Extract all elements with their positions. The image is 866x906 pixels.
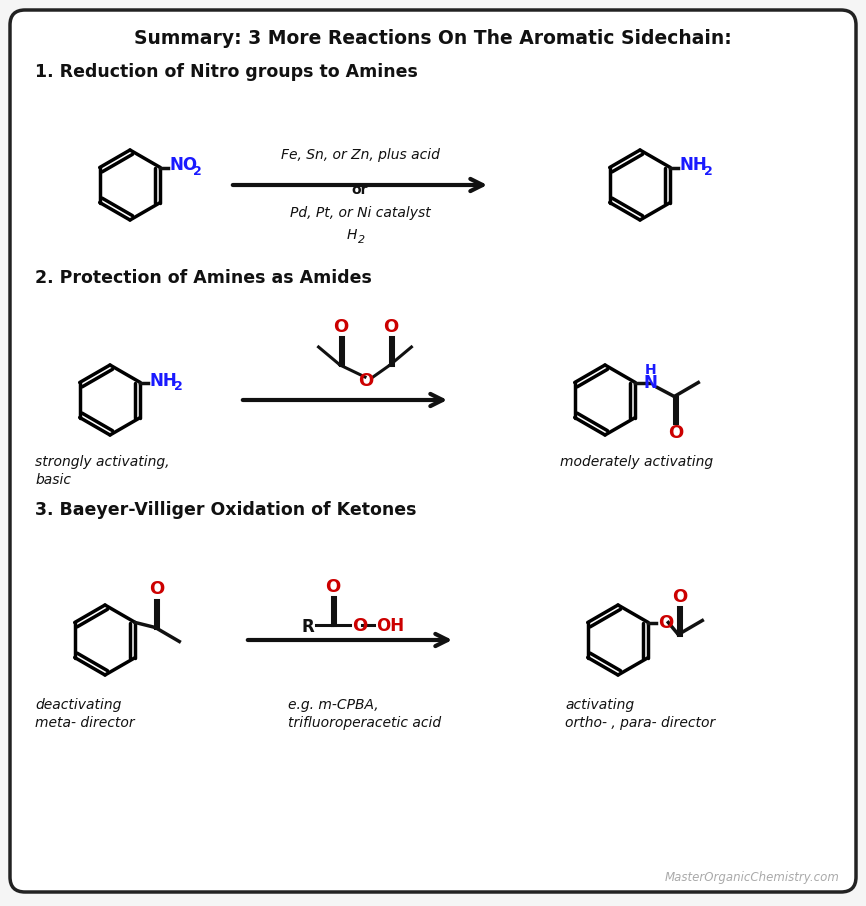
Text: ortho- , para- director: ortho- , para- director (565, 716, 715, 730)
Text: O: O (672, 587, 687, 605)
Text: 2: 2 (358, 235, 365, 245)
Text: N: N (643, 374, 657, 392)
Text: 2: 2 (174, 380, 183, 393)
Text: O: O (384, 318, 398, 336)
Text: e.g. m-CPBA,: e.g. m-CPBA, (288, 698, 378, 712)
Text: Fe, Sn, or Zn, plus acid: Fe, Sn, or Zn, plus acid (281, 148, 439, 162)
Text: 1. Reduction of Nitro groups to Amines: 1. Reduction of Nitro groups to Amines (35, 63, 418, 81)
Text: basic: basic (35, 473, 71, 487)
Text: 2: 2 (193, 165, 202, 178)
Text: activating: activating (565, 698, 634, 712)
Text: H: H (644, 363, 656, 378)
Text: Pd, Pt, or Ni catalyst: Pd, Pt, or Ni catalyst (289, 206, 430, 220)
Text: NH: NH (679, 157, 707, 175)
Text: moderately activating: moderately activating (560, 455, 713, 469)
Text: OH: OH (376, 617, 404, 635)
Text: strongly activating,: strongly activating, (35, 455, 170, 469)
Text: Summary: 3 More Reactions On The Aromatic Sidechain:: Summary: 3 More Reactions On The Aromati… (134, 28, 732, 47)
Text: 2: 2 (704, 165, 713, 178)
Text: meta- director: meta- director (35, 716, 134, 730)
Text: or: or (352, 183, 368, 197)
Text: NO: NO (170, 157, 197, 175)
Text: 2. Protection of Amines as Amides: 2. Protection of Amines as Amides (35, 269, 372, 287)
Text: 3. Baeyer-Villiger Oxidation of Ketones: 3. Baeyer-Villiger Oxidation of Ketones (35, 501, 417, 519)
Text: NH: NH (149, 371, 177, 390)
Text: O: O (326, 578, 340, 596)
Text: O: O (352, 617, 367, 635)
Text: R: R (301, 618, 314, 636)
Text: O: O (658, 614, 674, 632)
Text: O: O (359, 372, 373, 390)
Text: H: H (346, 228, 357, 242)
Text: O: O (333, 318, 349, 336)
Text: deactivating: deactivating (35, 698, 121, 712)
Text: O: O (149, 581, 164, 599)
FancyBboxPatch shape (10, 10, 856, 892)
Text: MasterOrganicChemistry.com: MasterOrganicChemistry.com (665, 872, 840, 884)
Text: O: O (668, 423, 683, 441)
Text: trifluoroperacetic acid: trifluoroperacetic acid (288, 716, 441, 730)
